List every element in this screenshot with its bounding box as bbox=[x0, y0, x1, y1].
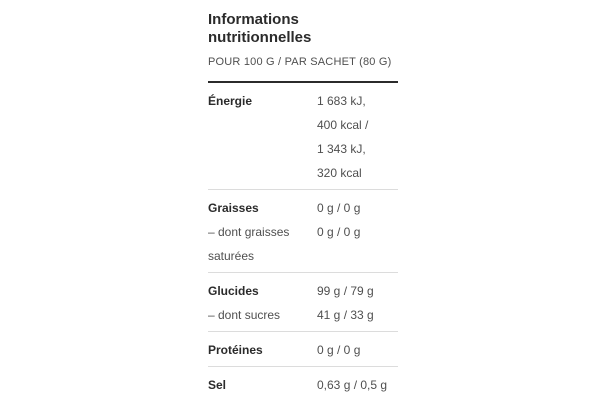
table-section: Graisses 0 g / 0 g – dont graisses saturée… bbox=[208, 190, 398, 273]
serving-info: POUR 100 G / PAR SACHET (80 G) bbox=[208, 56, 392, 68]
value-line: 99 g / 79 g bbox=[317, 284, 374, 298]
table-row: Graisses 0 g / 0 g bbox=[208, 196, 398, 220]
table-section: Énergie 1 683 kJ, 400 kcal / 1 343 kJ, 320 k… bbox=[208, 83, 398, 190]
table-row: – dont graisses saturées 0 g / 0 g bbox=[208, 220, 398, 268]
value-line: 320 kcal bbox=[317, 166, 362, 180]
row-label: Sel bbox=[208, 378, 227, 392]
row-values: 0 g / 0 g bbox=[317, 338, 398, 362]
row-label: Graisses bbox=[208, 201, 259, 215]
table-section: Sel 0,63 g / 0,5 g bbox=[208, 367, 398, 408]
value-line: 0,63 g / 0,5 g bbox=[317, 378, 388, 392]
value-line: 1 683 kJ, bbox=[317, 94, 366, 108]
row-values: 99 g / 79 g bbox=[317, 279, 398, 303]
value-line: 0 g / 0 g bbox=[317, 343, 361, 357]
row-values: 0,63 g / 0,5 g bbox=[317, 373, 398, 397]
table-section: Glucides 99 g / 79 g – dont sucres 41 g / 3… bbox=[208, 273, 398, 332]
value-line: 1 343 kJ, bbox=[317, 142, 366, 156]
table-row: Énergie 1 683 kJ, 400 kcal / 1 343 kJ, 320 k… bbox=[208, 89, 398, 185]
value-line: 0 g / 0 g bbox=[317, 201, 361, 215]
row-values: 0 g / 0 g bbox=[317, 196, 398, 220]
row-values: 0 g / 0 g bbox=[317, 220, 398, 244]
table-row: Protéines 0 g / 0 g bbox=[208, 338, 398, 362]
row-label: – dont graisses saturées bbox=[208, 225, 290, 263]
value-line: 400 kcal / bbox=[317, 118, 369, 132]
table-row: Sel 0,63 g / 0,5 g bbox=[208, 373, 398, 397]
row-label: Protéines bbox=[208, 343, 263, 357]
nutrition-title: Informations nutritionnelles bbox=[208, 11, 312, 46]
row-label: Énergie bbox=[208, 94, 253, 108]
table-row: Glucides 99 g / 79 g bbox=[208, 279, 398, 303]
row-values: 1 683 kJ, 400 kcal / 1 343 kJ, 320 kcal bbox=[317, 89, 398, 185]
nutrition-panel: Informations nutritionnelles POUR 100 G … bbox=[208, 0, 398, 408]
row-label: Glucides bbox=[208, 284, 259, 298]
table-section: Protéines 0 g / 0 g bbox=[208, 332, 398, 367]
row-values: 41 g / 33 g bbox=[317, 303, 398, 327]
value-line: 0 g / 0 g bbox=[317, 225, 361, 239]
nutrition-table: Énergie 1 683 kJ, 400 kcal / 1 343 kJ, 320 k… bbox=[208, 81, 398, 408]
value-line: 41 g / 33 g bbox=[317, 308, 374, 322]
row-label: – dont sucres bbox=[208, 308, 281, 322]
table-row: – dont sucres 41 g / 33 g bbox=[208, 303, 398, 327]
